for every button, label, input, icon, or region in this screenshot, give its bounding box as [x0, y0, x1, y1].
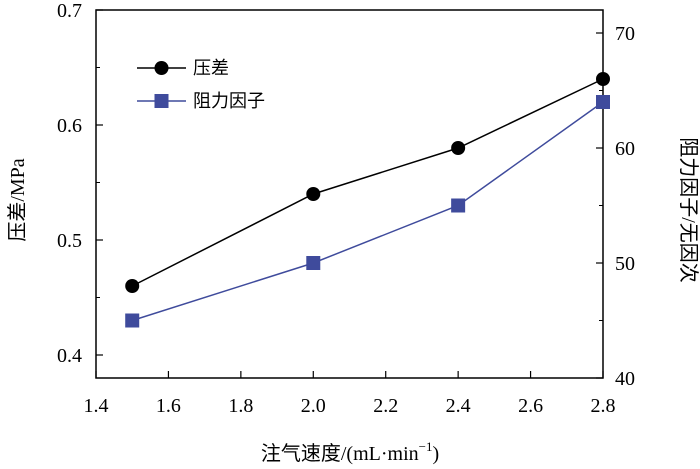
x-tick-label: 2.6 — [518, 395, 543, 417]
series-1-point — [451, 141, 466, 155]
x-tick-label: 2.0 — [301, 395, 326, 417]
x-tick-label: 2.8 — [591, 395, 616, 417]
x-tick-label: 1.8 — [228, 395, 253, 417]
series-layer — [125, 72, 610, 328]
y2-tick-label: 60 — [615, 138, 635, 160]
y-tick-label: 0.5 — [57, 230, 82, 252]
plot-axes — [95, 9, 604, 379]
legend-marker-2 — [154, 94, 169, 108]
x-axis-title: 注气速度/(mL·min−1) — [261, 439, 439, 465]
legend-marker-1 — [154, 61, 169, 75]
plot-frame — [95, 9, 604, 379]
x-tick-label: 2.2 — [373, 395, 398, 417]
x-tick-label: 1.6 — [156, 395, 181, 417]
series-2-point — [306, 256, 321, 270]
series-2-point — [451, 198, 466, 213]
y2-tick-label: 50 — [615, 253, 635, 275]
x-tick-label: 2.4 — [446, 395, 471, 417]
series-1-point — [596, 72, 610, 86]
y-tick-label: 0.7 — [57, 0, 82, 22]
series-2-point — [596, 95, 610, 109]
y-axis-title: 压差/MPa — [6, 158, 29, 241]
legend-label-2: 阻力因子 — [193, 91, 265, 111]
y-tick-label: 0.4 — [57, 345, 82, 367]
y2-tick-label: 40 — [615, 368, 635, 390]
legend-label-1: 压差 — [193, 58, 229, 78]
y-tick-label: 0.6 — [57, 115, 82, 137]
series-1-point — [125, 279, 140, 293]
x-axis-title-close: ) — [432, 443, 439, 465]
series-line-2 — [131, 101, 604, 322]
tick-marks: 1.4 1.6 1.8 2.0 2.2 2.4 2.6 2.8 0.4 0.5 0.6 0.7 40 50… — [57, 0, 635, 417]
series-line-1 — [131, 78, 604, 287]
x-tick-label: 1.4 — [84, 395, 109, 417]
series-1-point — [306, 187, 321, 201]
x-axis-title-sup: −1 — [419, 439, 433, 454]
y2-axis-title: 阻力因子/无因次 — [677, 137, 700, 283]
x-axis-title-main: 注气速度/(mL·min — [261, 442, 419, 465]
series-2-point — [125, 313, 140, 328]
y2-tick-label: 70 — [615, 23, 635, 45]
